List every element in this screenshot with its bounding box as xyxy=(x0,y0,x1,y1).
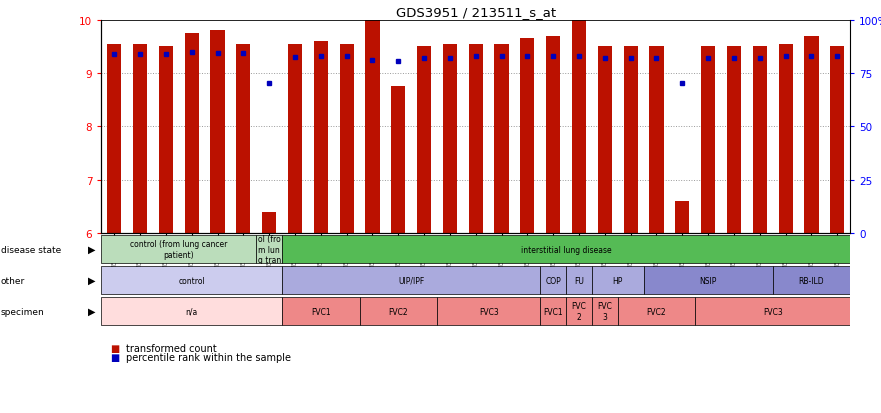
Bar xyxy=(804,37,818,233)
Bar xyxy=(101,267,282,294)
Bar xyxy=(256,236,282,263)
Bar xyxy=(592,298,618,325)
Text: FVC3: FVC3 xyxy=(478,307,499,316)
Bar xyxy=(727,47,741,233)
Text: ▶: ▶ xyxy=(87,306,95,316)
Bar xyxy=(133,45,147,233)
Bar xyxy=(566,298,592,325)
Text: FVC3: FVC3 xyxy=(763,307,782,316)
Text: HP: HP xyxy=(612,276,623,285)
Bar xyxy=(624,47,638,233)
Bar xyxy=(540,267,566,294)
Bar xyxy=(417,47,431,233)
Bar xyxy=(391,87,405,233)
Text: ■: ■ xyxy=(110,352,119,362)
Text: control (from lung cancer
patient): control (from lung cancer patient) xyxy=(130,240,227,259)
Bar xyxy=(566,267,592,294)
Text: ▶: ▶ xyxy=(87,275,95,285)
Bar xyxy=(437,298,540,325)
Text: control: control xyxy=(178,276,205,285)
Bar xyxy=(546,37,560,233)
Bar xyxy=(494,45,508,233)
Bar xyxy=(779,45,793,233)
Text: FVC2: FVC2 xyxy=(647,307,666,316)
Bar xyxy=(359,298,437,325)
Bar xyxy=(282,236,850,263)
Bar xyxy=(101,298,282,325)
Text: FVC
3: FVC 3 xyxy=(597,302,612,321)
Bar xyxy=(107,45,122,233)
Text: percentile rank within the sample: percentile rank within the sample xyxy=(126,352,291,362)
Bar xyxy=(288,45,302,233)
Bar xyxy=(592,267,644,294)
Text: GDS3951 / 213511_s_at: GDS3951 / 213511_s_at xyxy=(396,6,556,19)
Text: disease state: disease state xyxy=(1,245,61,254)
Bar xyxy=(540,298,566,325)
Text: n/a: n/a xyxy=(186,307,198,316)
Text: FVC
2: FVC 2 xyxy=(572,302,587,321)
Bar xyxy=(752,47,766,233)
Bar xyxy=(830,47,844,233)
Bar xyxy=(314,42,328,233)
Bar xyxy=(339,45,354,233)
Bar xyxy=(159,47,173,233)
Bar xyxy=(773,267,850,294)
Text: FVC2: FVC2 xyxy=(389,307,408,316)
Bar xyxy=(282,298,359,325)
Bar xyxy=(469,45,483,233)
Text: specimen: specimen xyxy=(1,307,45,316)
Bar xyxy=(521,39,535,233)
Bar xyxy=(597,47,612,233)
Text: COP: COP xyxy=(545,276,561,285)
Text: ■: ■ xyxy=(110,343,119,353)
Text: RB-ILD: RB-ILD xyxy=(798,276,825,285)
Bar xyxy=(262,212,277,233)
Text: transformed count: transformed count xyxy=(126,343,217,353)
Bar xyxy=(618,298,695,325)
Bar xyxy=(282,267,540,294)
Text: FU: FU xyxy=(574,276,584,285)
Text: interstitial lung disease: interstitial lung disease xyxy=(521,245,611,254)
Bar xyxy=(236,45,250,233)
Bar xyxy=(101,236,256,263)
Bar xyxy=(572,21,586,233)
Bar xyxy=(675,202,690,233)
Bar xyxy=(649,47,663,233)
Text: ▶: ▶ xyxy=(87,244,95,254)
Bar xyxy=(443,45,457,233)
Bar xyxy=(644,267,773,294)
Text: contr
ol (fro
m lun
g tran
s: contr ol (fro m lun g tran s xyxy=(257,224,281,275)
Bar xyxy=(695,298,850,325)
Text: other: other xyxy=(1,276,26,285)
Text: NSIP: NSIP xyxy=(700,276,717,285)
Text: FVC1: FVC1 xyxy=(544,307,563,316)
Bar xyxy=(366,21,380,233)
Bar xyxy=(701,47,715,233)
Text: UIP/IPF: UIP/IPF xyxy=(398,276,425,285)
Bar xyxy=(211,31,225,233)
Bar xyxy=(185,34,199,233)
Text: FVC1: FVC1 xyxy=(311,307,330,316)
